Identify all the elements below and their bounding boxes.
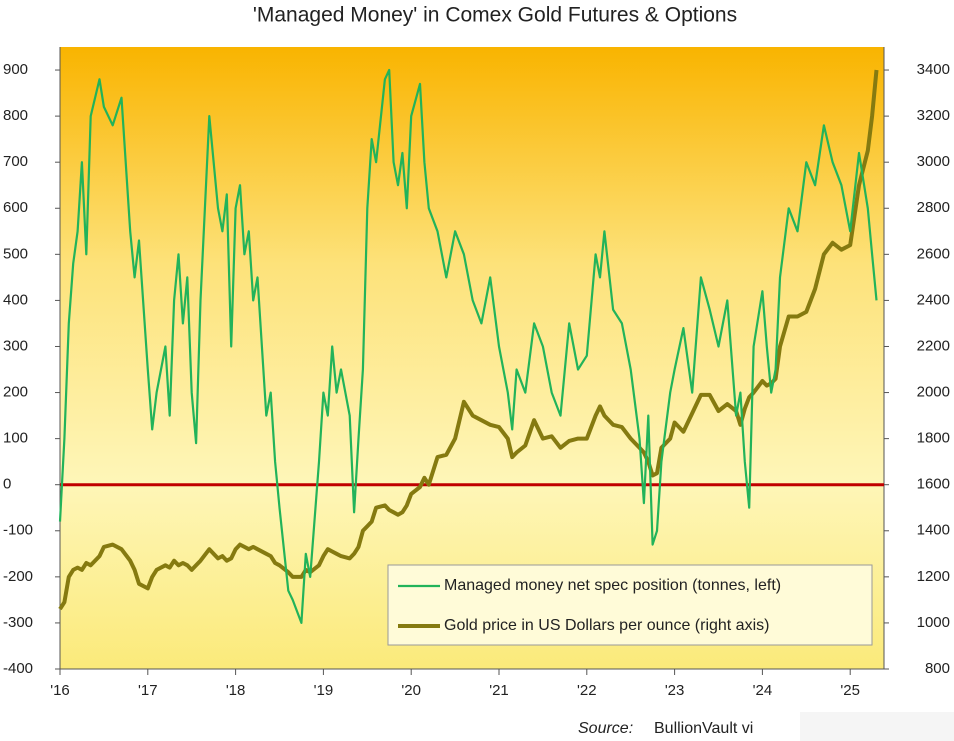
y2-tick-label: 1000 xyxy=(917,614,950,631)
series-line xyxy=(58,68,878,624)
y2-tick-label: 1400 xyxy=(917,522,950,539)
source-label: Source: xyxy=(578,720,633,737)
legend-label: Managed money net spec position (tonnes,… xyxy=(444,577,781,594)
y-tick-label: 400 xyxy=(3,291,28,308)
y2-tick-label: 2600 xyxy=(917,245,950,262)
y2-tick-label: 3400 xyxy=(917,61,950,78)
y2-tick-label: 1800 xyxy=(917,430,950,447)
x-tick-label: '16 xyxy=(50,682,70,699)
y-tick-label: 900 xyxy=(3,61,28,78)
x-tick-label: '18 xyxy=(226,682,246,699)
x-tick-label: '17 xyxy=(138,682,158,699)
y-tick-label: 700 xyxy=(3,153,28,170)
x-tick-label: '25 xyxy=(840,682,860,699)
y2-tick-label: 1600 xyxy=(917,476,950,493)
y2-tick-label: 800 xyxy=(925,660,950,677)
y-tick-label: 0 xyxy=(3,476,11,493)
y-tick-label: 200 xyxy=(3,384,28,401)
chart-title: 'Managed Money' in Comex Gold Futures & … xyxy=(253,4,737,27)
y-tick-label: 100 xyxy=(3,430,28,447)
y-tick-label: -200 xyxy=(3,568,33,585)
y2-tick-label: 1200 xyxy=(917,568,950,585)
y-tick-label: -300 xyxy=(3,614,33,631)
y-tick-label: -400 xyxy=(3,660,33,677)
x-tick-label: '20 xyxy=(401,682,421,699)
legend-label: Gold price in US Dollars per ounce (righ… xyxy=(444,617,769,634)
y2-tick-label: 3000 xyxy=(917,153,950,170)
y2-tick-label: 2400 xyxy=(917,291,950,308)
x-tick-label: '22 xyxy=(577,682,597,699)
y2-tick-label: 3200 xyxy=(917,107,950,124)
legend-box xyxy=(387,564,873,646)
y2-tick-label: 2800 xyxy=(917,199,950,216)
y2-tick-label: 2000 xyxy=(917,384,950,401)
x-tick-label: '21 xyxy=(489,682,509,699)
series-line xyxy=(58,69,879,611)
y-tick-label: 300 xyxy=(3,337,28,354)
x-tick-label: '23 xyxy=(665,682,685,699)
watermark xyxy=(800,712,954,741)
x-tick-label: '19 xyxy=(314,682,334,699)
y2-tick-label: 2200 xyxy=(917,337,950,354)
y-tick-label: 800 xyxy=(3,107,28,124)
y-tick-label: -100 xyxy=(3,522,33,539)
source-text: BullionVault vi xyxy=(654,720,753,737)
x-tick-label: '24 xyxy=(753,682,773,699)
y-tick-label: 600 xyxy=(3,199,28,216)
y-tick-label: 500 xyxy=(3,245,28,262)
